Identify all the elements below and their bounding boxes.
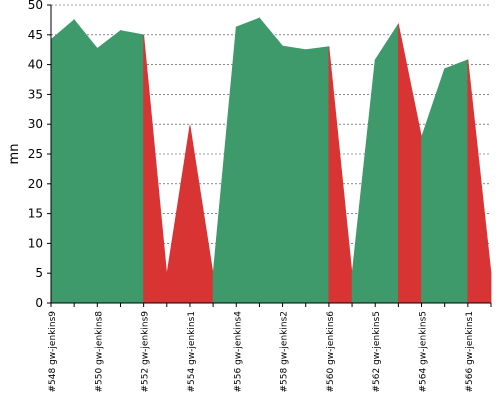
area-segment-18	[444, 59, 469, 304]
data-point-5[interactable]	[164, 272, 169, 277]
area-segment-16	[397, 23, 422, 304]
area-segment-19	[467, 59, 492, 304]
area-segment-2	[73, 18, 98, 304]
data-point-14[interactable]	[373, 57, 378, 62]
data-point-4[interactable]	[141, 32, 146, 37]
y-tick-label-45: 45	[28, 28, 43, 42]
x-tick-label-12: #560 gw-jenkins6	[326, 311, 336, 393]
data-point-6[interactable]	[187, 123, 192, 128]
area-segment-3	[96, 29, 121, 304]
area-segment-6	[166, 125, 191, 304]
area-segment-17	[421, 68, 446, 304]
area-segment-9	[235, 17, 260, 304]
x-tick-label-2: #550 gw-jenkins8	[94, 311, 104, 393]
data-point-7[interactable]	[211, 272, 216, 277]
area-layer	[50, 16, 494, 304]
x-tick-label-18: #566 gw-jenkins1	[465, 311, 475, 392]
data-point-2[interactable]	[95, 46, 100, 51]
x-tick-label-8: #556 gw-jenkins4	[233, 311, 243, 393]
y-tick-label-10: 10	[28, 236, 43, 250]
data-point-17[interactable]	[442, 66, 447, 71]
area-segment-7	[189, 125, 214, 304]
axis-layer: 0 5 10 15 20 25 30 35 40 45 50 #548 gw-jenkins9 #550…	[28, 0, 492, 393]
area-segment-13	[328, 46, 353, 304]
data-point-15[interactable]	[396, 22, 401, 27]
y-tick-label-15: 15	[28, 207, 43, 221]
area-segment-14	[351, 59, 376, 304]
area-segment-5	[143, 34, 168, 304]
x-tick-label-16: #564 gw-jenkins5	[419, 311, 429, 392]
x-tick-label-0: #548 gw-jenkins9	[48, 311, 58, 393]
area-segment-10	[259, 17, 283, 304]
area-segment-4	[120, 30, 145, 304]
x-tick-label-4: #552 gw-jenkins9	[141, 311, 151, 393]
data-point-3[interactable]	[118, 28, 123, 33]
y-tick-label-30: 30	[28, 117, 43, 131]
y-axis-label: mn	[7, 144, 22, 165]
data-point-18[interactable]	[465, 57, 470, 62]
area-segment-12	[305, 46, 330, 304]
data-point-12[interactable]	[326, 44, 331, 49]
y-tick-label-20: 20	[28, 177, 43, 191]
data-point-8[interactable]	[234, 25, 239, 30]
area-segment-8	[212, 27, 237, 304]
data-point-9[interactable]	[257, 16, 262, 21]
y-tick-label-40: 40	[28, 58, 43, 72]
x-tick-label-14: #562 gw-jenkins5	[372, 311, 382, 392]
data-point-1[interactable]	[72, 17, 77, 22]
data-point-10[interactable]	[280, 44, 285, 49]
y-tick-label-25: 25	[28, 147, 43, 161]
y-tick-label-35: 35	[28, 87, 43, 101]
data-point-19[interactable]	[489, 271, 494, 276]
y-tick-label-50: 50	[28, 0, 43, 12]
data-point-13[interactable]	[350, 272, 355, 277]
area-segment-11	[282, 45, 307, 304]
x-tick-label-6: #554 gw-jenkins1	[187, 311, 197, 392]
y-tick-label-0: 0	[35, 296, 43, 310]
data-point-11[interactable]	[303, 47, 308, 52]
area-segment-1	[50, 19, 75, 304]
y-tick-label-5: 5	[35, 266, 43, 280]
x-tick-label-10: #558 gw-jenkins2	[280, 311, 290, 392]
area-segment-15	[374, 22, 399, 304]
data-point-16[interactable]	[419, 135, 424, 140]
